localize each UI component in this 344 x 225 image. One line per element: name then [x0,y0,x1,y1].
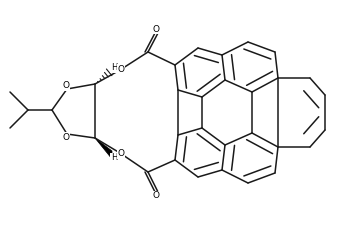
Text: O: O [152,191,160,200]
Polygon shape [95,138,112,159]
Text: H: H [111,63,117,72]
Text: O: O [63,81,69,90]
Text: O: O [118,149,125,158]
Text: O: O [118,65,125,74]
Text: O: O [152,25,160,34]
Text: O: O [63,133,69,142]
Text: H: H [111,153,117,162]
